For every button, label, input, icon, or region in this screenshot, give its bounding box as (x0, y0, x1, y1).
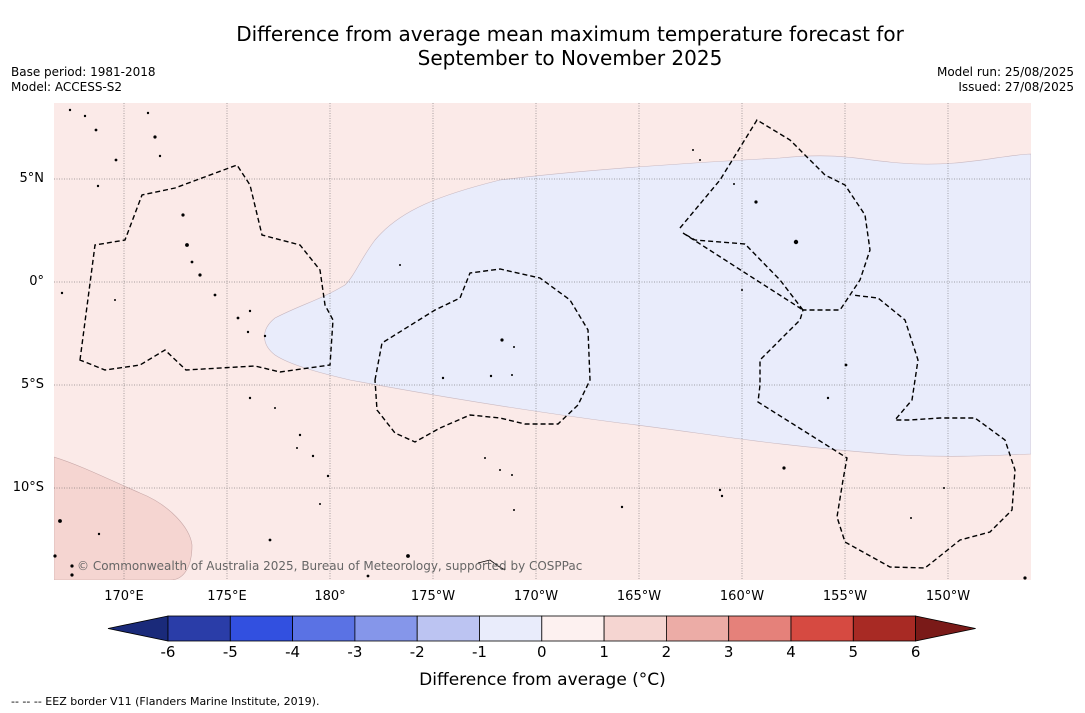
map-title: Difference from average mean maximum tem… (140, 22, 1000, 70)
colorbar-segment (666, 615, 730, 642)
model-run: Model run: 25/08/2025 (936, 65, 1074, 79)
colorbar-over-arrow (915, 615, 976, 642)
colorbar-tick-label: -3 (347, 643, 363, 661)
colorbar-under-arrow (107, 615, 169, 642)
eez-northeast (679, 119, 1016, 569)
colorbar-segment (416, 615, 480, 642)
colorbar-tick-label: -2 (409, 643, 425, 661)
eez-central (374, 268, 591, 443)
lon-label-170w: 170°W (513, 589, 559, 604)
colorbar-tick-label: 6 (910, 643, 921, 661)
title-line-1: Difference from average mean maximum tem… (236, 22, 904, 46)
warm-medium-region (54, 456, 193, 580)
colorbar-segment (354, 615, 418, 642)
lon-label-170e: 170°E (104, 589, 144, 604)
copyright-notice: © Commonwealth of Australia 2025, Bureau… (77, 559, 583, 573)
gridlines (54, 103, 1031, 580)
lat-label-0: 0° (29, 274, 44, 289)
colorbar-segment (479, 615, 543, 642)
colorbar-tick-label: -4 (285, 643, 301, 661)
lat-label-5n: 5°N (19, 171, 45, 186)
colorbar-segment (790, 615, 854, 642)
colorbar-segment (541, 615, 605, 642)
colorbar-tick-label: 5 (848, 643, 859, 661)
lon-label-165w: 165°W (616, 589, 662, 604)
colorbar-segment (852, 615, 916, 642)
colorbar-segment (728, 615, 792, 642)
meta-right: Model run: 25/08/2025 Issued: 27/08/2025 (937, 65, 1074, 95)
colorbar-segment (603, 615, 667, 642)
lon-label-150w: 150°W (925, 589, 971, 604)
eez-west (79, 164, 334, 373)
colorbar-tick-label: 1 (599, 643, 609, 661)
eez-borders (79, 119, 1016, 569)
lon-label-175w: 175°W (410, 589, 456, 604)
colorbar (107, 615, 976, 642)
colorbar-segment (229, 615, 294, 642)
lat-label-5s: 5°S (20, 377, 44, 392)
colorbar-tick-label: 4 (786, 643, 796, 661)
lon-label-180: 180° (314, 589, 346, 604)
lat-label-10s: 10°S (12, 480, 44, 495)
colorbar-tick-label: 3 (723, 643, 734, 661)
colorbar-label: Difference from average (°C) (419, 670, 666, 690)
colorbar-tick-label: 0 (537, 643, 547, 661)
cool-anomaly-region (264, 153, 1031, 457)
colorbar-segment (292, 615, 356, 642)
meta-left: Base period: 1981-2018 Model: ACCESS-S2 (11, 65, 156, 95)
colorbar-tick-label: -5 (222, 643, 238, 661)
title-line-2: September to November 2025 (417, 46, 723, 70)
colorbar-tick-label: -6 (160, 643, 176, 661)
lon-label-160w: 160°W (719, 589, 765, 604)
issued-date: Issued: 27/08/2025 (958, 80, 1074, 94)
lon-label-155w: 155°W (822, 589, 868, 604)
colorbar-tick-label: 2 (661, 643, 672, 661)
colorbar-tick-label: -1 (472, 643, 487, 661)
colorbar-segment (167, 615, 231, 642)
islands (53, 108, 1027, 580)
eez-northeast-link (682, 232, 804, 311)
base-period: Base period: 1981-2018 (11, 65, 156, 79)
lon-label-175e: 175°E (207, 589, 247, 604)
model-name: Model: ACCESS-S2 (11, 80, 123, 94)
eez-legend-note: -- -- -- EEZ border V11 (Flanders Marine… (11, 695, 320, 708)
